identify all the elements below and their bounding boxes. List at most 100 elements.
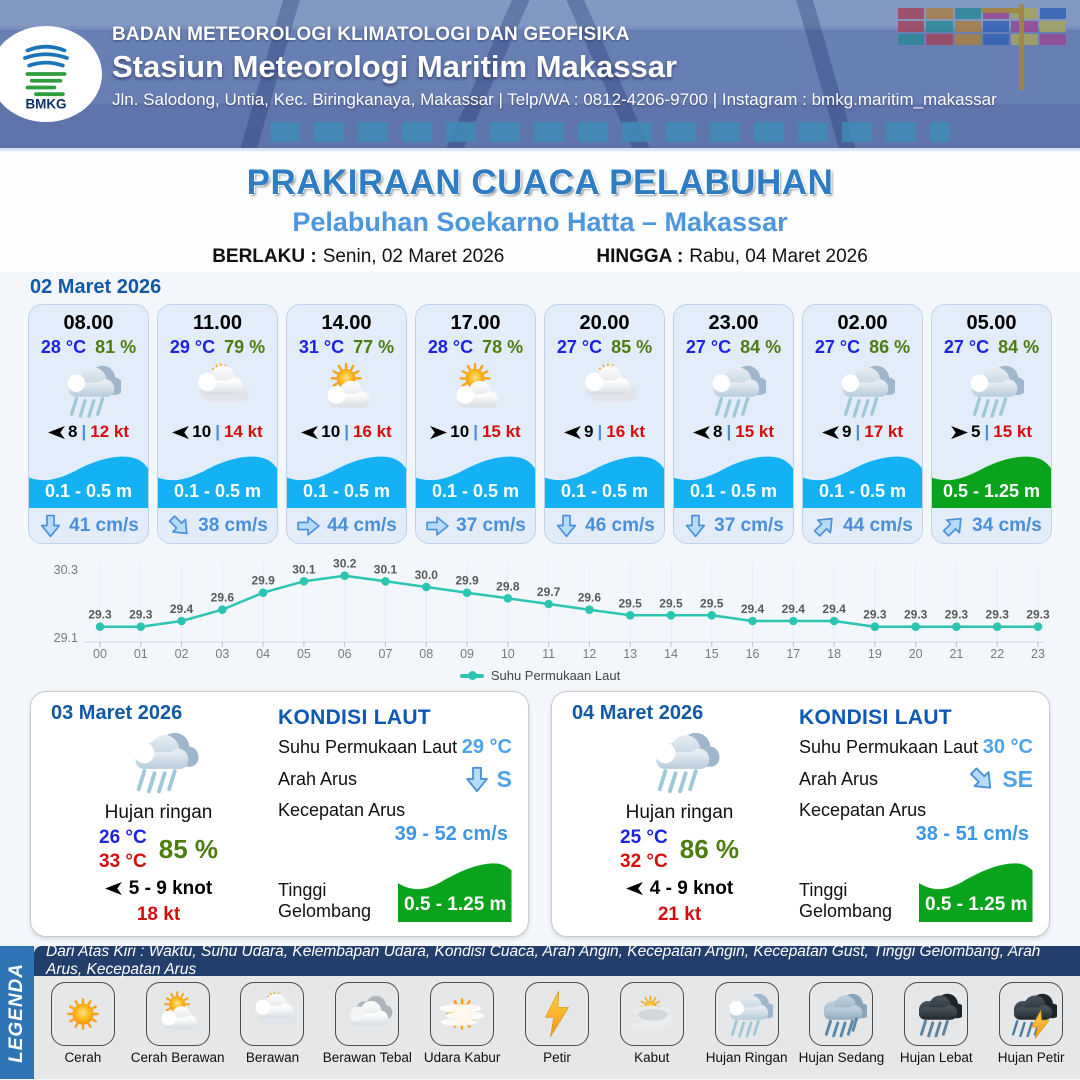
daily-humidity: 86 % xyxy=(679,834,739,865)
current-speed-value: 39 - 52 cm/s xyxy=(394,823,508,845)
daily-temp-min: 25 °C xyxy=(620,827,668,848)
legend-weather-icon xyxy=(714,982,779,1046)
container-box-decoration xyxy=(1039,34,1066,45)
current-direction-icon xyxy=(465,766,488,793)
container-box-decoration xyxy=(1011,8,1038,19)
wave-height-band: 0.1 - 0.5 m xyxy=(416,442,535,509)
current-direction-icon xyxy=(167,513,193,538)
current-direction-icon xyxy=(40,514,61,537)
daily-weather-summary: 03 Maret 2026 Hujan ringan 26 °C 33 °C 8… xyxy=(51,702,266,926)
current-direction-icon xyxy=(426,515,449,536)
svg-text:29.4: 29.4 xyxy=(822,602,846,616)
legend-item: Petir xyxy=(511,982,603,1065)
current-direction-icon xyxy=(941,513,967,538)
legend-weather-icon xyxy=(904,982,969,1046)
header-tint-overlay xyxy=(0,0,1080,148)
current-direction-row: Arah Arus SE xyxy=(799,766,1033,793)
daily-date: 04 Maret 2026 xyxy=(572,702,704,724)
valid-from-label: BERLAKU : xyxy=(212,246,317,267)
chart-legend-marker-icon xyxy=(459,670,484,680)
weather-icon xyxy=(960,359,1024,421)
daily-temp-range: 25 °C 32 °C xyxy=(620,826,668,874)
wave-shape xyxy=(803,456,922,509)
current-row: 44 cm/s xyxy=(287,508,406,543)
svg-text:04: 04 xyxy=(256,647,270,661)
humidity: 77 % xyxy=(353,337,395,357)
wave-height-box: 0.5 - 1.25 m xyxy=(398,850,512,922)
wind-separator: | xyxy=(984,422,990,441)
air-temperature: 28 °C xyxy=(40,337,87,357)
legend-weather-icon xyxy=(240,982,305,1046)
container-box-decoration xyxy=(954,21,981,32)
svg-text:29.8: 29.8 xyxy=(496,579,520,593)
legend-weather-icon xyxy=(619,982,684,1046)
wind-row: 10 | 16 kt xyxy=(301,422,392,442)
legend-weather-icon xyxy=(809,982,874,1046)
wave-height-band: 0.1 - 0.5 m xyxy=(674,442,793,509)
svg-text:12: 12 xyxy=(582,647,596,661)
current-direction-label: Arah Arus xyxy=(799,769,879,789)
legend-items: Cerah Cerah Berawan Berawan Berawan Teba… xyxy=(34,976,1080,1065)
humidity: 84 % xyxy=(740,337,782,357)
forecast-time: 05.00 xyxy=(966,312,1017,334)
current-row: 46 cm/s xyxy=(545,508,664,543)
legend-item: Hujan Sedang xyxy=(795,982,887,1065)
svg-text:20: 20 xyxy=(909,647,923,661)
wave-shape xyxy=(158,456,277,509)
forecast-card: 08.00 28 °C 81 % 8 | 12 kt 0.1 - 0.5 m 4… xyxy=(28,304,149,544)
wave-height-row: Tinggi Gelombang 0.5 - 1.25 m xyxy=(799,850,1033,922)
wave-height-row: Tinggi Gelombang 0.5 - 1.25 m xyxy=(278,850,512,922)
wind-separator: | xyxy=(344,422,349,441)
current-direction-label: Arah Arus xyxy=(278,769,358,789)
valid-from: BERLAKU : Senin, 02 Maret 2026 xyxy=(212,246,504,268)
forecast-date: 02 Maret 2026 xyxy=(30,276,162,298)
current-row: 34 cm/s xyxy=(932,508,1051,543)
forecast-card: 23.00 27 °C 84 % 8 | 15 kt 0.1 - 0.5 m 3… xyxy=(673,304,794,544)
current-speed: 41 cm/s xyxy=(69,514,139,536)
legend-title-strip: LEGENDA xyxy=(0,946,34,1079)
wind-row: 8 | 15 kt xyxy=(693,422,774,442)
daily-temp-max: 32 °C xyxy=(620,850,668,872)
wave-shape xyxy=(287,456,406,509)
wind-gust: 17 kt xyxy=(864,422,903,441)
wind-gust: 16 kt xyxy=(352,422,392,441)
sea-conditions: KONDISI LAUT Suhu Permukaan Laut 29 °C A… xyxy=(266,702,512,926)
forecast-time: 17.00 xyxy=(450,312,501,334)
wind-separator: | xyxy=(215,422,220,441)
wind-gust: 16 kt xyxy=(606,422,645,441)
sst-label: Suhu Permukaan Laut xyxy=(799,737,979,757)
sst-chart-plot: 30.3 29.1 29.3 00 29.3 01 29.4 02 29.6 03 29.9 04 30… xyxy=(26,550,1054,668)
wind-speed: 8 xyxy=(713,422,723,441)
current-speed: 44 cm/s xyxy=(843,514,913,536)
wind-gust: 14 kt xyxy=(223,422,263,441)
forecast-time: 11.00 xyxy=(193,312,242,334)
wind-direction-icon xyxy=(564,425,581,439)
wave-height: 0.1 - 0.5 m xyxy=(818,481,907,502)
forecast-card: 11.00 29 °C 79 % 10 | 14 kt 0.1 - 0.5 m … xyxy=(157,304,278,544)
daily-gust: 18 kt xyxy=(136,903,181,925)
container-box-decoration xyxy=(1011,21,1038,32)
sst-label: Suhu Permukaan Laut xyxy=(278,737,458,757)
forecast-card: 20.00 27 °C 85 % 9 | 16 kt 0.1 - 0.5 m 4… xyxy=(544,304,665,544)
wave-height-band: 0.1 - 0.5 m xyxy=(29,442,148,509)
daily-forecast-card: 03 Maret 2026 Hujan ringan 26 °C 33 °C 8… xyxy=(30,691,529,937)
current-speed-label: Kecepatan Arus xyxy=(799,800,927,820)
wave-height-label: Tinggi Gelombang xyxy=(278,880,372,921)
legend-description: Dari Atas Kiri : Waktu, Suhu Udara, Kele… xyxy=(46,943,1041,978)
bmkg-logo-icon: BMKG xyxy=(23,44,69,111)
wave-height: 0.1 - 0.5 m xyxy=(44,481,133,502)
current-direction-icon xyxy=(556,514,577,537)
svg-text:14: 14 xyxy=(664,647,678,661)
wave-height-band: 0.5 - 1.25 m xyxy=(932,442,1051,509)
wave-shape xyxy=(932,456,1051,509)
air-temperature: 28 °C xyxy=(427,337,474,357)
legend-item-label: Kabut xyxy=(634,1050,670,1065)
station-name: Stasiun Meteorologi Maritim Makassar xyxy=(112,49,678,84)
svg-text:29.6: 29.6 xyxy=(578,591,602,605)
container-box-decoration xyxy=(926,8,953,19)
forecast-card: 14.00 31 °C 77 % 10 | 16 kt 0.1 - 0.5 m … xyxy=(286,304,407,544)
valid-to-label: HINGGA : xyxy=(596,246,684,267)
title-section: PRAKIRAAN CUACA PELABUHAN Pelabuhan Soek… xyxy=(0,151,1080,272)
wind-direction-icon xyxy=(301,425,319,439)
daily-gust: 21 kt xyxy=(657,903,702,925)
